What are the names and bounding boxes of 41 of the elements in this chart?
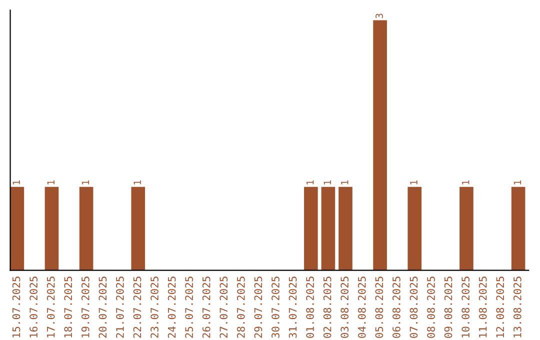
x-tick-label: 26.07.2025: [202, 276, 210, 338]
x-tick-label: 29.07.2025: [254, 276, 262, 338]
data-label: 1: [134, 180, 141, 184]
x-tick-label: 08.08.2025: [427, 276, 435, 338]
x-tick-label: 10.08.2025: [462, 276, 470, 338]
x-tick-label: 23.07.2025: [150, 276, 158, 338]
x-tick-label: 05.08.2025: [375, 276, 384, 338]
x-tick-label: 25.07.2025: [185, 276, 194, 338]
data-label: 1: [82, 180, 89, 184]
x-tick-label: 13.08.2025: [513, 276, 522, 338]
x-tick-label: 07.08.2025: [410, 276, 418, 338]
data-label: 1: [12, 180, 20, 184]
x-tick-label: 22.07.2025: [133, 276, 142, 338]
x-tick-label: 09.08.2025: [444, 276, 452, 338]
x-tick-label: 06.08.2025: [392, 276, 400, 338]
x-tick-label: 21.07.2025: [116, 276, 124, 338]
x-tick-label: 24.07.2025: [168, 276, 176, 338]
data-label: 3: [376, 14, 383, 18]
x-tick-label: 19.07.2025: [81, 276, 90, 338]
data-label: 1: [341, 180, 348, 184]
data-label: 1: [47, 180, 54, 184]
x-tick-label: 04.08.2025: [358, 276, 366, 338]
x-tick-label: 03.08.2025: [340, 276, 349, 338]
x-tick-label: 02.08.2025: [323, 276, 332, 338]
data-label: 1: [462, 180, 470, 184]
x-tick-label: 31.07.2025: [288, 276, 297, 338]
x-tick-label: 28.07.2025: [236, 276, 245, 338]
x-tick-label: 17.07.2025: [46, 276, 55, 338]
x-tick-label: 30.07.2025: [272, 276, 280, 338]
data-label: 1: [410, 180, 418, 184]
x-tick-label: 16.07.2025: [30, 276, 38, 338]
x-tick-label: 27.07.2025: [220, 276, 228, 338]
data-label: 1: [324, 180, 331, 184]
data-label: 1: [514, 180, 521, 184]
x-tick-label: 15.07.2025: [12, 276, 20, 338]
x-tick-label: 18.07.2025: [64, 276, 72, 338]
x-tick-label: 20.07.2025: [98, 276, 107, 338]
data-label: 1: [306, 180, 314, 184]
x-tick-label: 01.08.2025: [306, 276, 314, 338]
x-tick-label: 11.08.2025: [478, 276, 487, 338]
x-tick-label: 12.08.2025: [496, 276, 504, 338]
